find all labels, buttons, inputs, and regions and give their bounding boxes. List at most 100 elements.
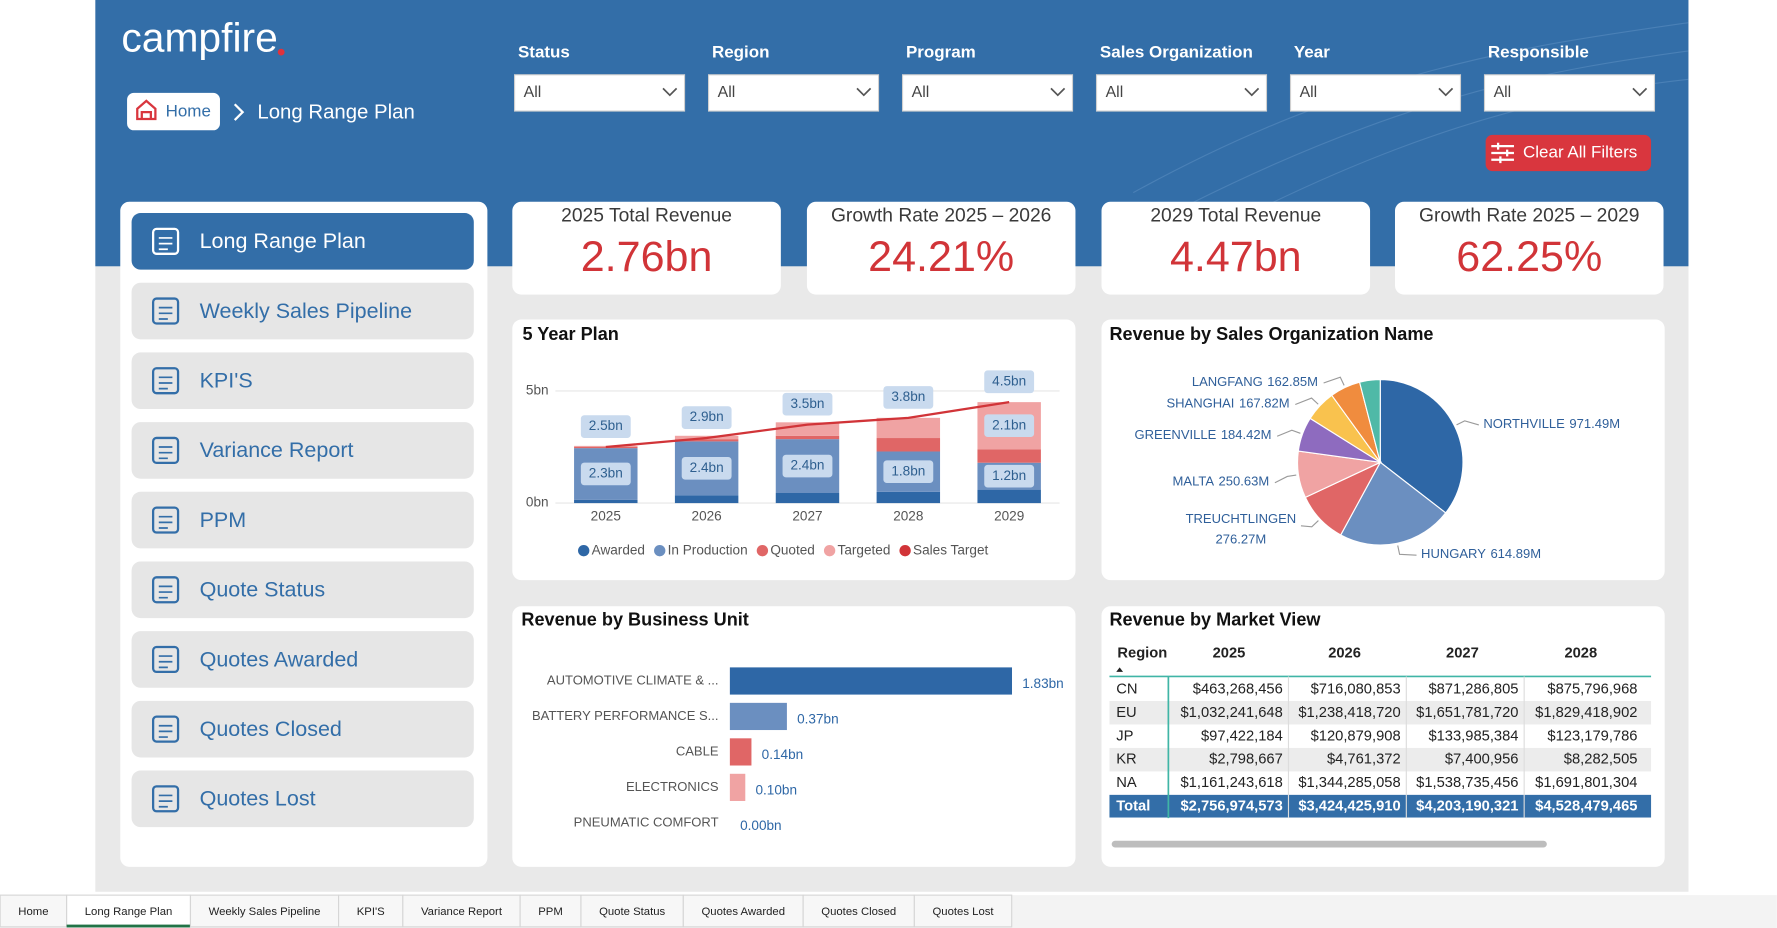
nav-item[interactable]: Variance Report (131, 422, 474, 479)
table-scrollbar[interactable] (1111, 840, 1547, 848)
nav-icon (151, 506, 180, 534)
filter-label: Status (518, 43, 570, 62)
home-label: Home (166, 102, 211, 121)
table-cell: $1,829,418,902 (1535, 705, 1637, 721)
total-cell: $4,203,190,321 (1416, 799, 1518, 815)
nav-label: Quotes Closed (200, 717, 342, 741)
nav-item[interactable]: PPM (131, 491, 474, 549)
nav-item-bg (131, 561, 474, 619)
nav-item[interactable]: Quotes Awarded (131, 631, 474, 688)
legend-label: Targeted (838, 542, 891, 557)
data-label-box (883, 460, 934, 484)
nav-item[interactable]: Quotes Closed (131, 700, 474, 758)
nav-label: Variance Report (200, 438, 354, 462)
pie-slice (1339, 461, 1447, 546)
sheet-tab[interactable]: Weekly Sales Pipeline (189, 894, 340, 928)
nav-label: Weekly Sales Pipeline (200, 299, 413, 323)
sheet-tab[interactable]: Quotes Closed (802, 894, 915, 928)
dropdown-chevron (1632, 87, 1648, 97)
column-header: Region (1117, 646, 1167, 662)
data-label-box (984, 464, 1035, 488)
tab-bg (580, 894, 684, 928)
filter-dropdown[interactable]: All (1289, 74, 1462, 112)
data-label-box (984, 370, 1035, 394)
nav-item[interactable]: Weekly Sales Pipeline (131, 282, 474, 340)
dropdown-value: All (1106, 84, 1124, 101)
filter-dropdown[interactable]: All (1095, 74, 1268, 112)
kpi-title: Growth Rate 2025 – 2026 (831, 206, 1051, 227)
nav-item-bg (131, 491, 474, 549)
nav-item[interactable]: Quote Status (131, 561, 474, 619)
data-label: 1.2bn (992, 468, 1026, 483)
nav-icon (151, 367, 180, 395)
filter-dropdown[interactable]: All (901, 74, 1074, 112)
home-button[interactable]: Home (127, 92, 220, 131)
filter-dropdown[interactable]: All (1483, 74, 1656, 112)
nav-label: Quotes Lost (200, 787, 316, 811)
table-cell: $875,796,968 (1547, 681, 1637, 697)
filter-dropdown[interactable]: All (514, 74, 686, 112)
table-cell: $1,161,243,618 (1180, 775, 1282, 791)
pie-slice (1379, 379, 1464, 514)
table-cell: $1,032,241,648 (1180, 705, 1282, 721)
x-tick-label: 2029 (994, 508, 1024, 523)
sheet-tab[interactable]: Quotes Awarded (682, 894, 804, 928)
total-cell: $2,756,974,573 (1180, 799, 1282, 815)
kpi-card (806, 201, 1076, 295)
legend-marker (756, 545, 769, 557)
data-label: 3.8bn (891, 389, 925, 404)
bar (729, 667, 1013, 695)
filter-label: Sales Organization (1100, 43, 1253, 62)
filter-dropdown[interactable]: All (707, 74, 880, 112)
data-label: 2.3bn (589, 466, 623, 481)
sheet-tab[interactable]: Quote Status (580, 894, 684, 928)
clear-filters-button[interactable]: Clear All Filters (1485, 134, 1652, 172)
sheet-tab[interactable]: Long Range Plan (66, 894, 192, 928)
kpi-card (512, 201, 781, 295)
nav-icon-detail (158, 306, 173, 320)
home-button-bg (127, 92, 220, 131)
nav-icon (151, 297, 180, 325)
nav-icon-detail (158, 585, 173, 599)
breadcrumb-current: Long Range Plan (257, 102, 414, 124)
sheet-tab[interactable]: KPI'S (338, 894, 404, 928)
dropdown-value: All (1300, 84, 1318, 101)
table-cell: $1,651,781,720 (1416, 705, 1518, 721)
nav-item[interactable]: KPI'S (131, 352, 474, 410)
sheet-tab[interactable]: Home (0, 894, 68, 928)
kpi-value: 4.47bn (1170, 233, 1302, 281)
table-cell: EU (1116, 705, 1136, 721)
data-label-box (984, 414, 1035, 438)
tab-label: Weekly Sales Pipeline (209, 906, 321, 918)
nav-item-bg (131, 631, 474, 688)
dropdown-chevron (662, 87, 678, 97)
data-label: 2.4bn (690, 460, 724, 475)
pie-value: 614.89M (1490, 547, 1541, 562)
kpi-value: 2.76bn (581, 233, 713, 281)
dropdown-value: All (1494, 84, 1512, 101)
legend-label: Awarded (592, 542, 645, 557)
table-cell: $716,080,853 (1311, 681, 1401, 697)
bar-category: PNEUMATIC COMFORT (574, 814, 719, 829)
nav-icon-detail (158, 655, 173, 669)
nav-icon (151, 227, 180, 255)
kpi-card (1394, 201, 1664, 295)
leader-line (1323, 376, 1345, 386)
sheet-tab[interactable]: PPM (519, 894, 582, 928)
nav-item[interactable]: Long Range Plan (131, 213, 474, 270)
table-cell: $123,179,786 (1547, 728, 1637, 744)
pie-label: MALTA 250.63M (1173, 474, 1270, 489)
table-cell: $97,422,184 (1201, 728, 1283, 744)
dropdown-chevron (1050, 87, 1066, 97)
tab-bg (402, 894, 521, 928)
nav-item-bg (131, 213, 474, 270)
pie-label: LANGFANG 162.85M (1192, 374, 1318, 389)
legend-label: Sales Target (913, 542, 988, 557)
sheet-tab[interactable]: Variance Report (402, 894, 521, 928)
nav-item[interactable]: Quotes Lost (131, 770, 474, 828)
tab-label: KPI'S (357, 906, 385, 918)
pie-label: TREUCHTLINGEN 276.27M (1186, 512, 1297, 547)
sheet-tab[interactable]: Quotes Lost (913, 894, 1013, 928)
data-label: 2.9bn (690, 409, 724, 424)
table-cell: JP (1116, 728, 1133, 744)
